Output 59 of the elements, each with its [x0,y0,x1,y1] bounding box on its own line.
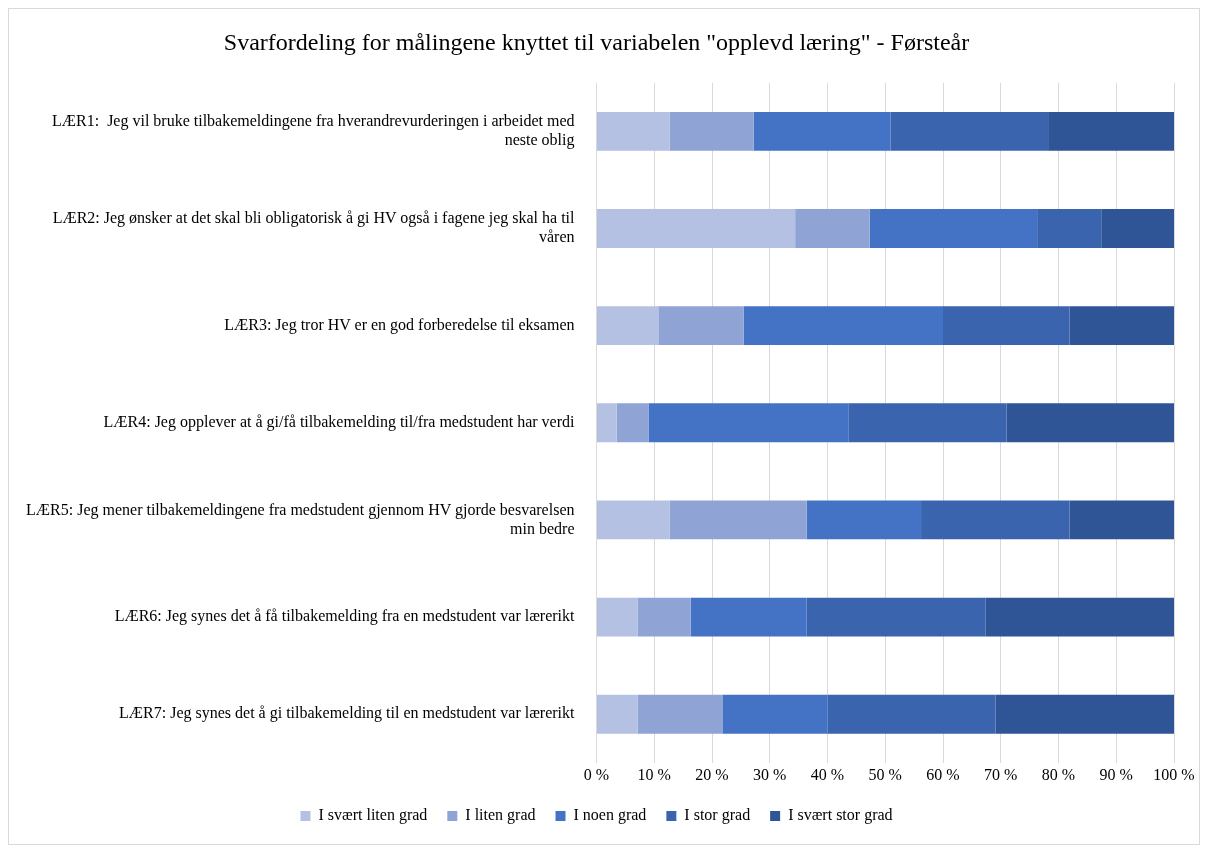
bar [637,694,723,734]
legend-label: I svært liten grad [318,806,428,825]
bar [722,694,828,734]
bar [1069,500,1174,540]
x-tick-label: 30 % [753,765,787,783]
y-tick-label: LÆR5: Jeg mener tilbakemeldingene fra medstudent gjennom HV gjorde besvarelsen min bedre [26,500,575,537]
x-tick-label: 40 % [810,765,845,783]
chart-title: Svarfordeling for målingene knyttet til variabelen "opplevd læring" - Førsteår [223,28,970,55]
bar [1101,209,1174,248]
legend-label: I liten grad [465,806,536,825]
bar [795,209,870,248]
bar [743,306,943,346]
x-tick-label: 90 % [1099,765,1133,783]
bar [1006,403,1174,443]
bar [669,500,807,540]
y-tick-label: LÆR7: Jeg synes det å gi tilbakemelding til en medstudent var lærerikt [119,704,576,723]
bar [1037,209,1102,248]
y-tick-label: LÆR2: Jeg ønsker at det skal bli obligatorisk å gi HV også i fagene jeg skal ha til våren [52,209,576,246]
bar [890,111,1049,151]
bar [637,597,691,637]
bar [658,306,744,346]
bar [943,306,1070,346]
bar [806,597,986,637]
legend-label: I stor grad [684,806,751,825]
x-tick-label: 80 % [1041,765,1076,783]
bar [648,403,849,443]
bar [869,209,1038,248]
x-tick-label: 0 % [583,765,610,783]
x-tick-label: 70 % [984,765,1018,783]
x-tick-label: 50 % [868,765,902,783]
x-tick-label: 60 % [926,765,960,783]
bar [597,500,670,540]
bar [848,403,1007,443]
bar [1069,306,1174,346]
y-tick-label: LÆR1: Jeg vil bruke tilbakemeldingene fra hverandrevurderingen i arbeidet med neste oblig [52,111,575,150]
bar [985,597,1174,637]
bar [995,694,1174,734]
bar [753,111,891,151]
bar [597,306,659,346]
legend-label: I noen grad [573,806,647,825]
bar [827,694,996,734]
y-tick-label: LÆR6: Jeg synes det å få tilbakemelding fra en medstudent var lærerikt [114,607,576,626]
bar [597,403,617,443]
y-tick-label: LÆR4: Jeg opplever at å gi/få tilbakemelding til/fra medstudent har verdi [103,413,576,431]
bar [1048,111,1174,151]
x-tick-label: 100 % [1153,765,1195,783]
bar [597,597,638,637]
bar [616,403,649,443]
y-tick-label: LÆR3: Jeg tror HV er en god forberedelse til eksamen [224,315,575,334]
bar [597,694,638,734]
legend-label: I svært stor grad [788,806,893,825]
bar [921,500,1070,540]
x-tick-label: 20 % [695,765,729,783]
x-tick-label: 10 % [637,765,671,783]
bar [597,111,670,151]
bar [690,597,807,637]
bar [597,209,796,248]
bar [669,111,754,151]
bar [806,500,922,540]
